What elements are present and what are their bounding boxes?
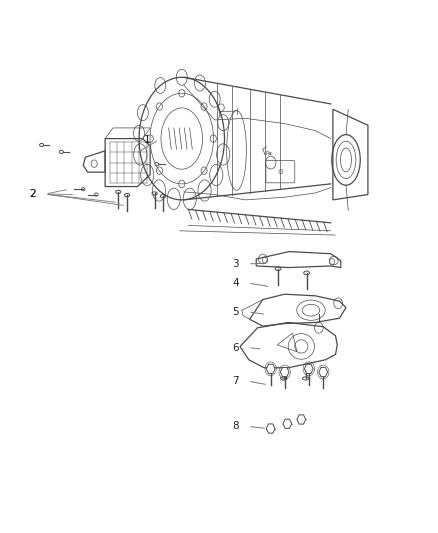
Text: 5: 5 bbox=[233, 307, 239, 317]
Text: R$_{\mathbf{8}}$: R$_{\mathbf{8}}$ bbox=[265, 149, 274, 158]
Ellipse shape bbox=[155, 163, 159, 166]
Text: 7: 7 bbox=[233, 376, 239, 386]
Text: 4: 4 bbox=[233, 278, 239, 288]
Text: ⊙: ⊙ bbox=[277, 168, 283, 175]
Text: 1: 1 bbox=[144, 135, 150, 144]
Ellipse shape bbox=[280, 377, 287, 380]
Ellipse shape bbox=[275, 266, 281, 271]
Ellipse shape bbox=[81, 188, 85, 191]
Text: 8: 8 bbox=[233, 422, 239, 431]
Ellipse shape bbox=[60, 150, 63, 154]
Ellipse shape bbox=[152, 192, 157, 195]
Text: 2: 2 bbox=[30, 189, 36, 199]
Ellipse shape bbox=[39, 143, 43, 147]
Ellipse shape bbox=[95, 193, 98, 196]
Ellipse shape bbox=[302, 377, 309, 380]
Text: 6: 6 bbox=[233, 343, 239, 352]
Text: 2: 2 bbox=[30, 189, 36, 199]
Ellipse shape bbox=[304, 271, 309, 275]
Ellipse shape bbox=[160, 195, 166, 198]
Text: 3: 3 bbox=[233, 259, 239, 269]
Ellipse shape bbox=[124, 193, 130, 197]
Ellipse shape bbox=[116, 190, 121, 193]
